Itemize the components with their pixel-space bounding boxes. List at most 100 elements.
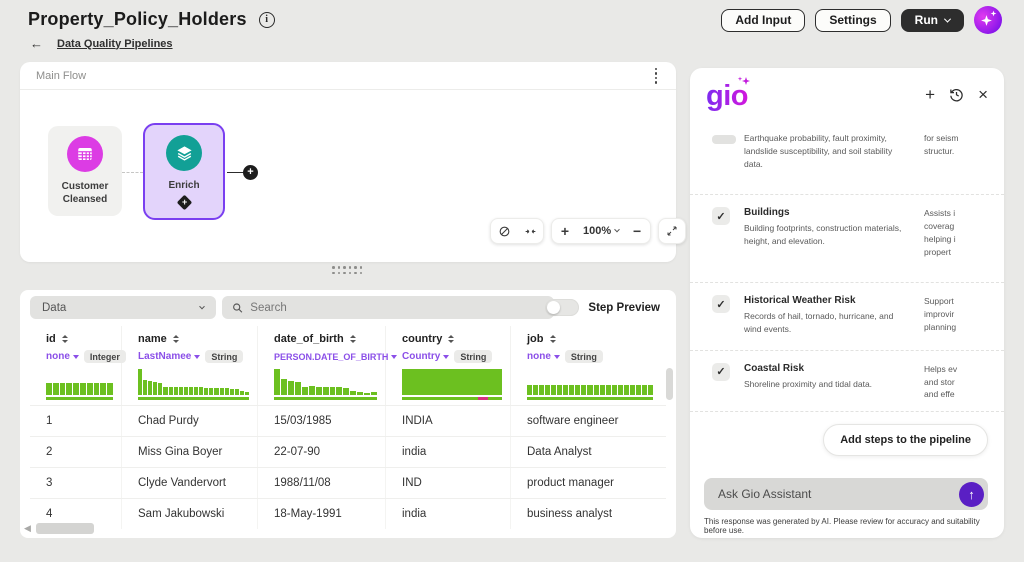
flow-panel: Main Flow Customer Cleansed Enrich + + <box>20 62 687 262</box>
ai-assistant-orb-button[interactable] <box>974 6 1002 34</box>
kebab-menu-icon[interactable] <box>652 65 661 87</box>
table-row[interactable]: 2 Miss Gina Boyer 22-07-90 india Data An… <box>30 436 666 467</box>
column-header-id[interactable]: id none Integer <box>30 326 126 405</box>
flow-view-tools <box>490 218 544 244</box>
sort-icon[interactable] <box>172 335 179 343</box>
semantic-type-dropdown[interactable]: none <box>527 351 560 362</box>
flow-node-customer-cleansed[interactable]: Customer Cleansed <box>48 126 122 216</box>
column-histogram <box>138 369 250 395</box>
cell-date-of-birth: 1988/11/08 <box>258 468 386 498</box>
cell-job: product manager <box>527 477 614 489</box>
checkbox-checked[interactable]: ✓ <box>712 207 730 226</box>
column-header-name[interactable]: name LastNamee String <box>122 326 258 405</box>
sort-icon[interactable] <box>61 335 68 343</box>
flow-node-enrich[interactable]: Enrich + <box>143 123 225 220</box>
histogram-underline <box>402 397 502 400</box>
table-row[interactable]: 1 Chad Purdy 15/03/1985 INDIA software e… <box>30 405 666 436</box>
add-input-button[interactable]: Add Input <box>721 8 806 32</box>
breadcrumb-link[interactable]: Data Quality Pipelines <box>57 37 173 50</box>
cell-country: INDIA <box>386 406 511 436</box>
flow-toolbar: + 100% − <box>490 218 687 244</box>
checkbox-partial[interactable] <box>712 135 736 144</box>
table-row[interactable]: 4 Sam Jakubowski 18-May-1991 india busin… <box>30 498 666 529</box>
zoom-level-dropdown[interactable]: 100% <box>578 225 624 237</box>
item-impact: Helps ev and stor and effe <box>924 363 958 400</box>
list-item[interactable]: ✓ Coastal Risk Shoreline proximity and t… <box>690 351 1004 412</box>
column-histogram <box>402 369 502 395</box>
node-add-step-diamond-button[interactable]: + <box>176 194 192 211</box>
fullscreen-expand-icon[interactable] <box>659 218 685 244</box>
close-icon[interactable]: × <box>978 85 988 104</box>
disable-preview-icon[interactable] <box>491 218 517 244</box>
cell-job: Data Analyst <box>527 446 592 458</box>
column-histogram <box>46 369 113 395</box>
step-preview-toggle[interactable] <box>545 299 580 316</box>
list-item[interactable]: Earthquake probability, fault proximity,… <box>690 126 1004 196</box>
vertical-scrollbar-thumb[interactable] <box>666 368 673 400</box>
scroll-left-arrow[interactable]: ◀ <box>24 522 31 533</box>
step-preview-label: Step Preview <box>588 301 660 314</box>
run-button[interactable]: Run <box>900 8 964 32</box>
cell-country: IND <box>386 468 511 498</box>
column-header-country[interactable]: country Country String <box>386 326 511 405</box>
sort-icon[interactable] <box>448 335 455 343</box>
flow-panel-header: Main Flow <box>20 62 676 90</box>
flow-panel-title: Main Flow <box>36 69 87 82</box>
item-title: Coastal Risk <box>744 362 805 374</box>
scrollbar-thumb[interactable] <box>35 522 94 534</box>
search-input[interactable] <box>250 301 544 314</box>
histogram-underline <box>527 397 653 400</box>
zoom-in-button[interactable]: + <box>560 223 570 239</box>
list-item[interactable]: ✓ Buildings Building footprints, constru… <box>690 195 1004 284</box>
column-histogram <box>527 369 653 395</box>
list-item[interactable]: ✓ Historical Weather Risk Records of hai… <box>690 283 1004 351</box>
zoom-out-button[interactable]: − <box>633 223 642 239</box>
gio-panel-actions: + × <box>925 86 988 103</box>
cell-name: Miss Gina Boyer <box>122 437 258 467</box>
item-impact: Support improvir planning <box>924 296 957 332</box>
back-arrow-icon[interactable]: ← <box>30 36 43 51</box>
column-header-job[interactable]: job none String <box>511 326 661 405</box>
cell-date-of-birth: 22-07-90 <box>258 437 386 467</box>
dtype-badge: Integer <box>83 350 126 363</box>
ask-gio-input[interactable] <box>718 487 918 501</box>
horizontal-scrollbar: ◀ <box>24 522 94 534</box>
layers-icon <box>166 135 202 171</box>
semantic-type-dropdown[interactable]: Country <box>402 351 450 362</box>
checkbox-checked[interactable]: ✓ <box>712 362 730 381</box>
caret-down-icon <box>443 354 450 359</box>
add-node-button[interactable]: + <box>243 165 258 180</box>
checkbox-checked[interactable]: ✓ <box>712 295 730 314</box>
panel-resize-handle[interactable] <box>332 266 362 274</box>
settings-button[interactable]: Settings <box>815 8 891 32</box>
dtype-badge: String <box>205 350 244 363</box>
table-header-row: id none Integer name LastNamee String date… <box>30 326 666 405</box>
sort-icon[interactable] <box>549 335 556 343</box>
sparkle-icon <box>990 10 997 17</box>
add-steps-button[interactable]: Add steps to the pipeline <box>823 424 988 456</box>
search-icon <box>233 302 243 313</box>
send-button[interactable]: ↑ <box>959 481 984 507</box>
flow-edge <box>227 172 244 173</box>
histogram-underline <box>274 397 377 400</box>
semantic-type-dropdown[interactable]: LastNamee <box>138 351 201 362</box>
table-grid-icon <box>67 136 103 172</box>
sort-icon[interactable] <box>349 335 356 343</box>
info-icon[interactable]: i <box>258 11 275 28</box>
chevron-down-icon <box>614 226 620 233</box>
semantic-type-dropdown[interactable]: none <box>46 351 79 362</box>
column-header-date-of-birth[interactable]: date_of_birth PERSON.DATE_OF_BIRTH <box>258 326 398 405</box>
cell-id: 2 <box>30 437 122 467</box>
data-source-select[interactable]: Data <box>30 296 216 319</box>
auto-layout-icon[interactable] <box>517 218 543 244</box>
history-icon[interactable] <box>949 87 964 102</box>
dtype-badge: String <box>564 350 603 363</box>
cell-id: 1 <box>30 406 122 436</box>
dtype-badge: String <box>454 350 493 363</box>
cell-country: india <box>386 437 511 467</box>
new-chat-plus-icon[interactable]: + <box>925 85 936 104</box>
table-row[interactable]: 3 Clyde Vandervort 1988/11/08 IND produc… <box>30 467 666 498</box>
sparkle-icon <box>981 15 992 26</box>
semantic-type-dropdown[interactable]: PERSON.DATE_OF_BIRTH <box>274 352 398 362</box>
breadcrumb: ← Data Quality Pipelines <box>30 37 173 50</box>
